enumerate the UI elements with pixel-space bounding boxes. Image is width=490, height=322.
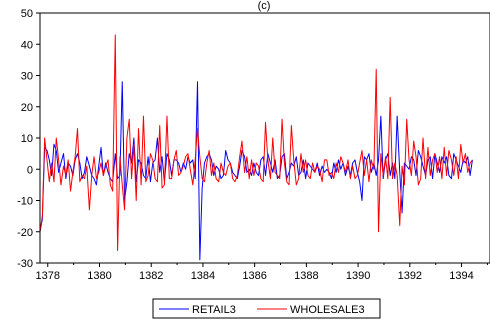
- legend-label-wholesale3: WHOLESALE3: [290, 304, 365, 316]
- x-tick-label: 1386: [242, 270, 266, 282]
- y-tick-label: -20: [17, 227, 33, 239]
- chart-title: (c): [258, 0, 271, 12]
- y-tick-label: 10: [21, 133, 33, 145]
- y-tick-label: -30: [17, 258, 33, 270]
- x-tick-label: 1378: [36, 270, 60, 282]
- y-axis: -30 -20 -10 0 10 20 30 40 50: [17, 8, 40, 270]
- series-group: [40, 34, 473, 261]
- x-tick-label: 1390: [346, 270, 370, 282]
- x-tick-label: 1380: [87, 270, 111, 282]
- y-tick-label: 40: [21, 39, 33, 51]
- x-tick-label: 1394: [449, 270, 473, 282]
- x-tick-label: 1384: [191, 270, 215, 282]
- y-tick-label: 0: [27, 164, 33, 176]
- legend-label-retail3: RETAIL3: [192, 304, 236, 316]
- y-tick-label: 20: [21, 102, 33, 114]
- y-tick-label: -10: [17, 196, 33, 208]
- legend: RETAIL3 WHOLESALE3: [152, 298, 381, 319]
- x-tick-label: 1388: [294, 270, 318, 282]
- series-line-retail3: [40, 81, 473, 261]
- y-tick-label: 30: [21, 71, 33, 83]
- x-tick-label: 1382: [139, 270, 163, 282]
- x-axis: 1378 1380 1382 1384 1386 1388 1390 1392 1394: [36, 263, 488, 282]
- x-tick-label: 1392: [398, 270, 422, 282]
- series-line-wholesale3: [40, 34, 473, 251]
- y-tick-label: 50: [21, 8, 33, 20]
